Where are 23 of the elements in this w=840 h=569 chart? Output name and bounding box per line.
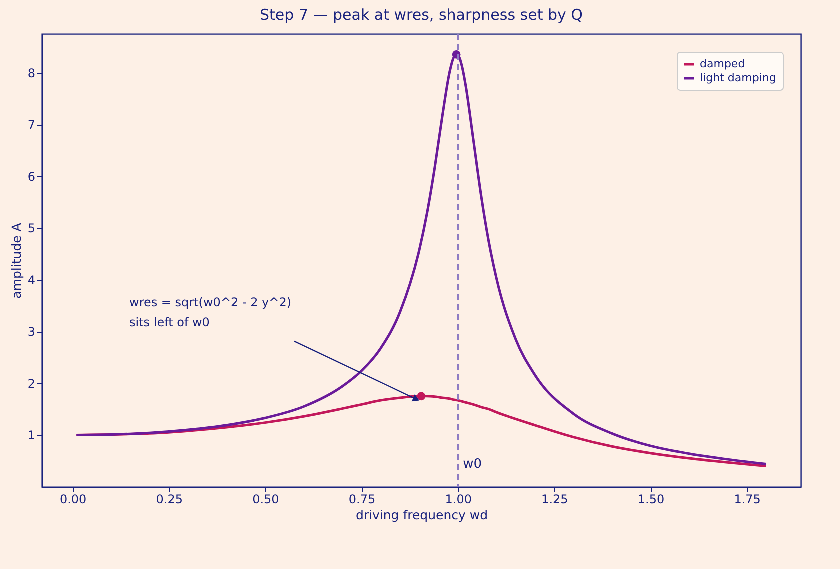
y-axis-title: amplitude A <box>8 222 24 299</box>
x-tick-label: 0.00 <box>60 492 87 506</box>
y-tick-label: 5 <box>28 222 36 236</box>
y-tick-label: 3 <box>28 325 36 340</box>
legend-label: light damping <box>700 72 776 84</box>
y-tick-label: 1 <box>28 428 36 443</box>
x-tick-label: 0.25 <box>156 492 183 506</box>
x-tick-label: 1.50 <box>638 492 665 506</box>
x-axis-title: driving frequency wd <box>356 508 488 522</box>
x-tick-label: 0.75 <box>348 492 376 506</box>
y-tick-label: 7 <box>28 118 36 132</box>
x-tick-label: 1.75 <box>734 492 761 506</box>
y-tick-label: 4 <box>28 273 36 288</box>
annotation: wres = sqrt(w0^2 - 2 y^2) sits left of w0 <box>130 295 292 330</box>
x-tick-label: 1.00 <box>445 492 472 506</box>
y-tick-label: 6 <box>28 170 36 184</box>
legend-label: damped <box>700 58 746 70</box>
x-tick-label: 1.25 <box>542 492 568 506</box>
x-tick-label: 0.50 <box>252 492 280 506</box>
chart-title: Step 7 — peak at wres, sharpness set by Q <box>260 6 583 24</box>
ref-line-label: w0 <box>463 457 482 472</box>
y-tick-label: 2 <box>28 376 36 391</box>
y-tick-label: 8 <box>28 66 36 80</box>
